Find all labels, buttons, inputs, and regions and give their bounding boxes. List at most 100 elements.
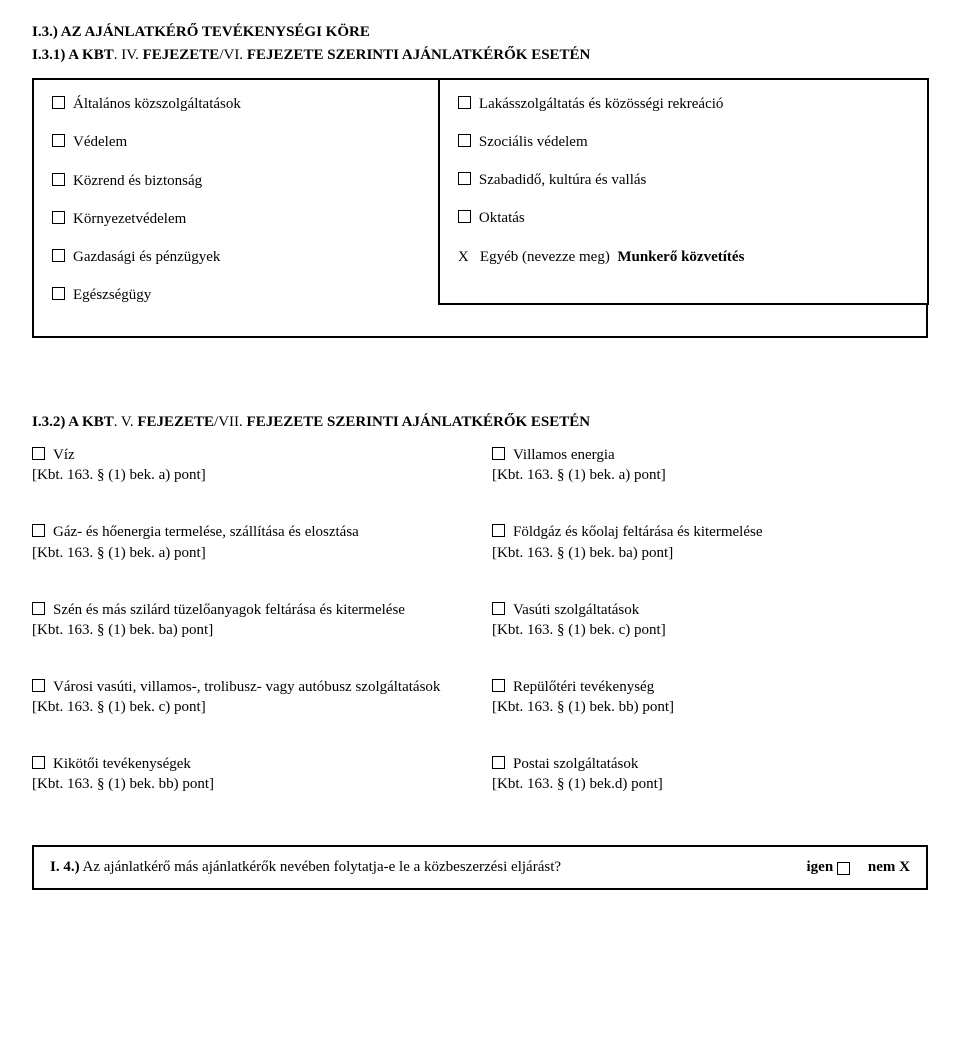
checkbox-item: Közrend és biztonság bbox=[52, 171, 437, 191]
checkbox-item: Általános közszolgáltatások bbox=[52, 94, 437, 114]
item-label: Víz bbox=[53, 445, 75, 465]
checkbox-item: Környezetvédelem bbox=[52, 209, 437, 229]
checkbox-icon[interactable] bbox=[52, 96, 65, 109]
checkbox-item: Egészségügy bbox=[52, 285, 437, 305]
subheading-2: I.3.2) A KBT. V. FEJEZETE/VII. FEJEZETE … bbox=[32, 414, 928, 431]
item-label: Szén és más szilárd tüzelőanyagok feltár… bbox=[53, 600, 405, 620]
sub1-b: BT bbox=[94, 47, 114, 63]
item-label: Városi vasúti, villamos-, trolibusz- vag… bbox=[53, 677, 440, 697]
checkbox-icon[interactable] bbox=[492, 756, 505, 769]
subheading-1: I.3.1) A KBT. IV. FEJEZETE/VI. FEJEZETE … bbox=[32, 47, 928, 64]
item-label: Postai szolgáltatások bbox=[513, 754, 638, 774]
checkbox-icon[interactable] bbox=[458, 172, 471, 185]
sector-left-col: Víz [Kbt. 163. § (1) bek. a) pont] Gáz- … bbox=[32, 445, 468, 805]
item-label: Gáz- és hőenergia termelése, szállítása … bbox=[53, 522, 359, 542]
heading-part-b: Z AJÁNLATKÉRŐ TEVÉKENYSÉGI KÖRE bbox=[72, 24, 370, 40]
item-ref: [Kbt. 163. § (1) bek. a) pont] bbox=[32, 545, 468, 562]
item-ref: [Kbt. 163. § (1) bek. a) pont] bbox=[492, 467, 928, 484]
checkbox-item: Oktatás bbox=[458, 208, 909, 228]
checkbox-icon[interactable] bbox=[32, 447, 45, 460]
item-label: Repülőtéri tevékenység bbox=[513, 677, 654, 697]
sector-item: Városi vasúti, villamos-, trolibusz- vag… bbox=[32, 677, 468, 716]
sub1-d: FEJEZETE bbox=[143, 47, 220, 63]
heading-part-a: I.3.) A bbox=[32, 24, 72, 40]
sub2-d: FEJEZETE bbox=[137, 414, 214, 430]
sub1-c: . IV. bbox=[114, 47, 143, 63]
checkbox-icon[interactable] bbox=[52, 249, 65, 262]
sector-right-col: Villamos energia [Kbt. 163. § (1) bek. a… bbox=[492, 445, 928, 805]
item-ref: [Kbt. 163. § (1) bek. c) pont] bbox=[492, 622, 928, 639]
item-label: Szabadidő, kultúra és vallás bbox=[479, 170, 646, 190]
item-label: Gazdasági és pénzügyek bbox=[73, 247, 220, 267]
item-ref: [Kbt. 163. § (1) bek. a) pont] bbox=[32, 467, 468, 484]
item-ref: [Kbt. 163. § (1) bek. ba) pont] bbox=[492, 545, 928, 562]
sub2-a: I.3.2) A K bbox=[32, 414, 94, 430]
checkbox-item: Védelem bbox=[52, 132, 437, 152]
checkbox-icon[interactable] bbox=[52, 173, 65, 186]
checkbox-icon[interactable] bbox=[458, 134, 471, 147]
item-label: Lakásszolgáltatás és közösségi rekreáció bbox=[479, 94, 723, 114]
checkbox-icon[interactable] bbox=[32, 756, 45, 769]
item-ref: [Kbt. 163. § (1) bek. ba) pont] bbox=[32, 622, 468, 639]
item-value: Munkerő közvetítés bbox=[617, 249, 744, 265]
item-label: Egészségügy bbox=[73, 285, 151, 305]
item-label: Általános közszolgáltatások bbox=[73, 94, 241, 114]
checked-item: X Egyéb (nevezze meg) Munkerő közvetítés bbox=[458, 247, 909, 267]
checkbox-icon[interactable] bbox=[32, 602, 45, 615]
activity-left-col: Általános közszolgáltatások Védelem Közr… bbox=[52, 94, 437, 306]
activity-box-outer: Általános közszolgáltatások Védelem Közr… bbox=[32, 78, 928, 338]
sector-item: Villamos energia [Kbt. 163. § (1) bek. a… bbox=[492, 445, 928, 484]
activity-box-inner-right: Lakásszolgáltatás és közösségi rekreáció… bbox=[438, 78, 929, 305]
checkbox-icon[interactable] bbox=[837, 862, 850, 875]
sector-item: Kikötői tevékenységek [Kbt. 163. § (1) b… bbox=[32, 754, 468, 793]
checkbox-item: Gazdasági és pénzügyek bbox=[52, 247, 437, 267]
sector-item: Vasúti szolgáltatások [Kbt. 163. § (1) b… bbox=[492, 600, 928, 639]
item-label: Védelem bbox=[73, 132, 127, 152]
checkbox-icon[interactable] bbox=[492, 679, 505, 692]
sub2-f: FEJEZETE SZERINTI AJÁNLATKÉRŐK ESETÉN bbox=[247, 414, 591, 430]
checkbox-icon[interactable] bbox=[458, 96, 471, 109]
item-label: Közrend és biztonság bbox=[73, 171, 202, 191]
checkbox-icon[interactable] bbox=[492, 524, 505, 537]
sub1-f: FEJEZETE SZERINTI AJÁNLATKÉRŐK ESETÉN bbox=[247, 47, 591, 63]
item-ref: [Kbt. 163. § (1) bek. bb) pont] bbox=[32, 776, 468, 793]
sub2-b: BT bbox=[94, 414, 114, 430]
answer-no: nem X bbox=[868, 859, 910, 876]
checkbox-icon[interactable] bbox=[492, 602, 505, 615]
item-label: Környezetvédelem bbox=[73, 209, 186, 229]
checkbox-item: Szabadidő, kultúra és vallás bbox=[458, 170, 909, 190]
item-ref: [Kbt. 163. § (1) bek.d) pont] bbox=[492, 776, 928, 793]
final-label-a: I. 4.) bbox=[50, 859, 80, 875]
sector-item: Gáz- és hőenergia termelése, szállítása … bbox=[32, 522, 468, 561]
final-question-text: I. 4.) Az ajánlatkérő más ajánlatkérők n… bbox=[50, 859, 561, 876]
final-label-b: Az ajánlatkérő más ajánlatkérők nevében … bbox=[80, 859, 561, 875]
sector-item: Postai szolgáltatások [Kbt. 163. § (1) b… bbox=[492, 754, 928, 793]
checkbox-item: Szociális védelem bbox=[458, 132, 909, 152]
sector-item: Földgáz és kőolaj feltárása és kitermelé… bbox=[492, 522, 928, 561]
sub2-c: . V. bbox=[114, 414, 138, 430]
item-label: Földgáz és kőolaj feltárása és kitermelé… bbox=[513, 522, 763, 542]
sector-columns: Víz [Kbt. 163. § (1) bek. a) pont] Gáz- … bbox=[32, 445, 928, 805]
checkbox-icon[interactable] bbox=[52, 134, 65, 147]
checkbox-icon[interactable] bbox=[492, 447, 505, 460]
checkbox-icon[interactable] bbox=[32, 524, 45, 537]
item-label: Szociális védelem bbox=[479, 132, 588, 152]
final-question-box: I. 4.) Az ajánlatkérő más ajánlatkérők n… bbox=[32, 845, 928, 890]
checked-x: X bbox=[458, 247, 472, 267]
sub2-e: /VII. bbox=[214, 414, 247, 430]
final-answers: igen nem X bbox=[807, 859, 911, 876]
item-label: Kikötői tevékenységek bbox=[53, 754, 191, 774]
checkbox-icon[interactable] bbox=[32, 679, 45, 692]
checkbox-icon[interactable] bbox=[52, 287, 65, 300]
sub1-e: /VI. bbox=[219, 47, 247, 63]
item-ref: [Kbt. 163. § (1) bek. bb) pont] bbox=[492, 699, 928, 716]
item-label: Oktatás bbox=[479, 208, 525, 228]
checkbox-icon[interactable] bbox=[458, 210, 471, 223]
sector-item: Víz [Kbt. 163. § (1) bek. a) pont] bbox=[32, 445, 468, 484]
answer-yes: igen bbox=[807, 859, 850, 876]
section-heading: I.3.) AZ AJÁNLATKÉRŐ TEVÉKENYSÉGI KÖRE bbox=[32, 24, 928, 41]
item-label: Egyéb (nevezze meg) Munkerő közvetítés bbox=[480, 247, 745, 267]
item-label: Villamos energia bbox=[513, 445, 615, 465]
checkbox-icon[interactable] bbox=[52, 211, 65, 224]
checkbox-item: Lakásszolgáltatás és közösségi rekreáció bbox=[458, 94, 909, 114]
